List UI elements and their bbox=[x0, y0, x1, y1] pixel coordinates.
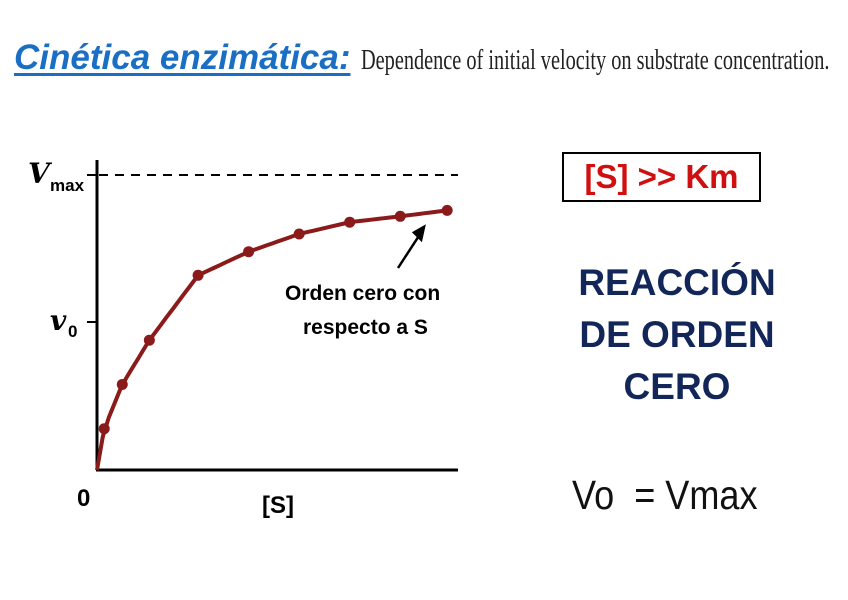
formula: Vo = Vmax bbox=[572, 472, 758, 518]
chart-marks bbox=[95, 204, 453, 471]
data-point bbox=[243, 246, 255, 258]
data-point bbox=[344, 216, 356, 228]
data-point bbox=[98, 423, 110, 435]
reaction-order-text: REACCIÓN DE ORDEN CERO bbox=[548, 257, 806, 413]
data-point bbox=[441, 204, 453, 216]
reaction-line-2: DE ORDEN bbox=[579, 314, 775, 355]
km-condition-box: [S] >> Km bbox=[562, 152, 761, 202]
origin-label: 0 bbox=[77, 485, 90, 512]
annotation-arrow-head bbox=[411, 224, 426, 243]
data-point bbox=[143, 334, 155, 346]
page-subtitle: Dependence of initial velocity on substr… bbox=[360, 44, 829, 76]
annotation-line-2: respecto a S bbox=[303, 316, 428, 339]
annotation-line-1: Orden cero con bbox=[285, 282, 440, 305]
x-axis-label: [S] bbox=[262, 492, 294, 519]
title-row: Cinética enzimática: Dependence of initi… bbox=[14, 38, 844, 78]
page-title: Cinética enzimática: bbox=[14, 38, 351, 77]
reaction-line-3: CERO bbox=[623, 366, 731, 407]
data-point bbox=[192, 269, 204, 281]
vmax-subscript: max bbox=[50, 176, 85, 195]
data-point bbox=[293, 228, 305, 240]
reaction-line-1: REACCIÓN bbox=[578, 262, 776, 303]
chart-axes bbox=[87, 160, 458, 472]
y-axis-subscript: 0 bbox=[68, 322, 77, 341]
data-point bbox=[394, 210, 406, 222]
vmax-label: V bbox=[28, 157, 53, 190]
data-point bbox=[116, 378, 128, 390]
series-curve bbox=[95, 208, 448, 471]
y-axis-label: v bbox=[50, 304, 67, 337]
